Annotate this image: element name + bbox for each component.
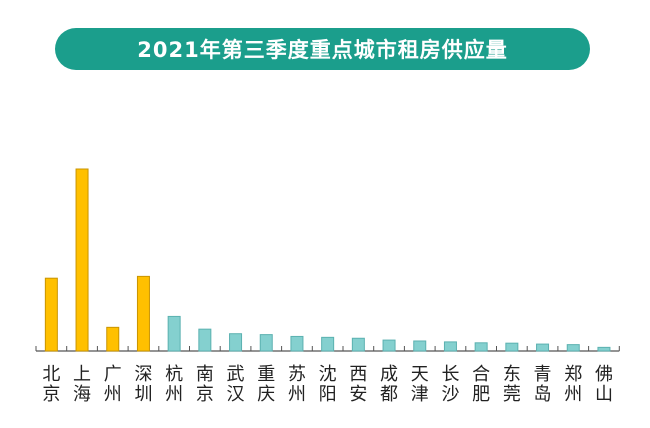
bar-深圳 [136, 275, 150, 352]
bar-天津 [413, 340, 427, 352]
x-tick-label-上海-2: 海 [73, 384, 91, 405]
bar-长沙 [443, 341, 457, 352]
x-tick-label-合肥-1: 合 [472, 364, 490, 385]
chart-title: 2021年第三季度重点城市租房供应量 [55, 28, 590, 70]
x-tick-label-东莞-2: 莞 [503, 384, 521, 405]
bar-佛山 [597, 346, 611, 352]
x-tick-label-天津-2: 津 [411, 384, 429, 405]
x-tick-label-佛山-1: 佛 [595, 364, 613, 385]
x-tick-label-西安-1: 西 [349, 364, 367, 385]
x-tick-label-青岛-2: 岛 [534, 384, 552, 405]
bar-上海 [75, 168, 89, 352]
x-tick-label-郑州-1: 郑 [564, 364, 582, 385]
x-tick-label-上海-1: 上 [73, 364, 91, 385]
x-tick-label-广州-1: 广 [104, 364, 122, 385]
x-tick-label-北京-1: 北 [42, 364, 60, 385]
x-tick-label-东莞-1: 东 [503, 364, 521, 385]
x-tick-label-成都-1: 成 [380, 364, 398, 385]
x-tick-label-杭州-2: 州 [165, 384, 183, 405]
x-tick-label-深圳-2: 圳 [134, 384, 152, 405]
bar-南京 [198, 328, 212, 352]
bar-东莞 [505, 342, 519, 352]
bar-郑州 [566, 344, 580, 352]
x-tick-label-广州-2: 州 [104, 384, 122, 405]
x-tick-label-长沙-1: 长 [441, 364, 459, 385]
bar-青岛 [536, 343, 550, 352]
x-tick-label-武汉-2: 汉 [227, 384, 245, 405]
bar-合肥 [474, 342, 488, 352]
x-tick-label-合肥-2: 肥 [472, 384, 490, 405]
x-tick-label-深圳-1: 深 [134, 364, 152, 385]
bar-成都 [382, 339, 396, 352]
x-tick-label-成都-2: 都 [380, 384, 398, 405]
x-tick-label-苏州-2: 州 [288, 384, 306, 405]
x-tick-label-沈阳-1: 沈 [319, 364, 337, 385]
bar-沈阳 [321, 336, 335, 352]
x-tick-label-天津-1: 天 [411, 364, 429, 385]
bar-重庆 [259, 334, 273, 352]
x-tick-label-南京-1: 南 [196, 364, 214, 385]
x-tick-label-沈阳-2: 阳 [319, 384, 337, 405]
bar-苏州 [290, 335, 304, 352]
x-tick-label-佛山-2: 山 [595, 384, 613, 405]
bar-武汉 [229, 333, 243, 352]
bar-北京 [44, 277, 58, 352]
x-tick-label-重庆-2: 庆 [257, 384, 275, 405]
x-tick-label-北京-2: 京 [42, 384, 60, 405]
x-tick-label-长沙-2: 沙 [441, 384, 459, 405]
bar-西安 [351, 337, 365, 352]
bar-杭州 [167, 315, 181, 352]
x-tick-label-重庆-1: 重 [257, 364, 275, 385]
bar-广州 [106, 326, 120, 352]
x-tick-label-郑州-2: 州 [564, 384, 582, 405]
x-tick-label-武汉-1: 武 [227, 364, 245, 385]
x-tick-label-南京-2: 京 [196, 384, 214, 405]
x-tick-label-杭州-1: 杭 [165, 364, 183, 385]
x-tick-label-苏州-1: 苏 [288, 364, 306, 385]
x-tick-label-西安-2: 安 [349, 384, 367, 405]
x-tick-label-青岛-1: 青 [534, 364, 552, 385]
